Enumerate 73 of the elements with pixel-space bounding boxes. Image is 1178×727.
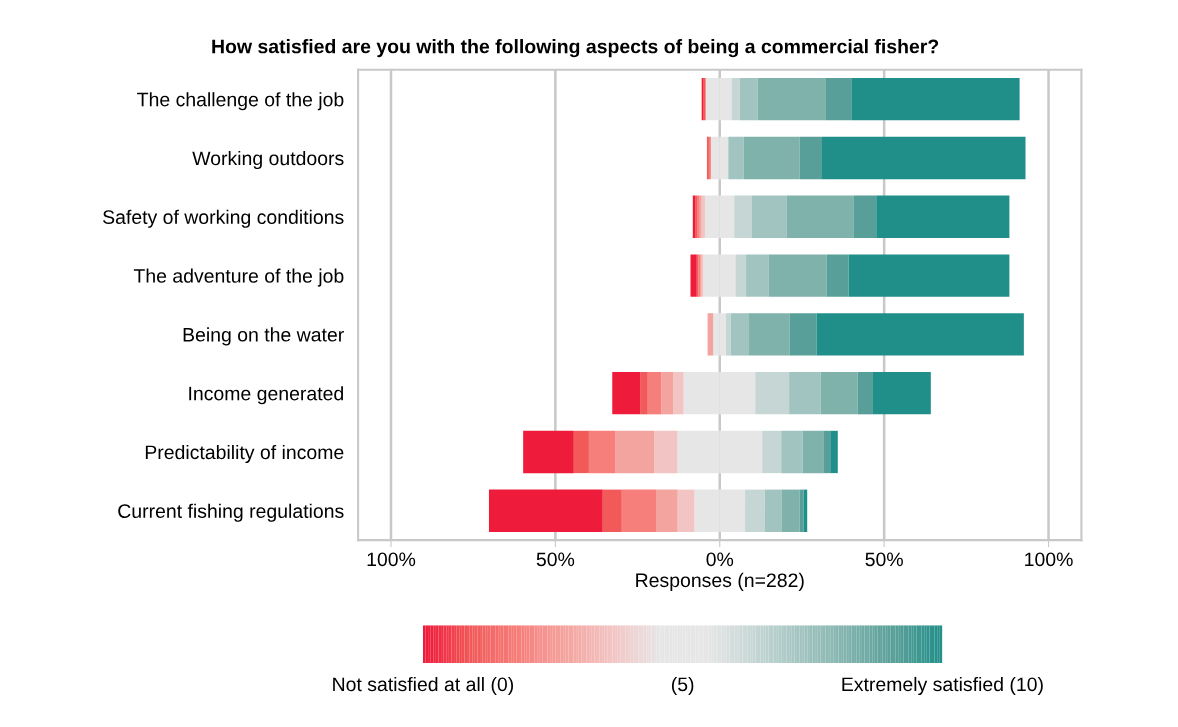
bar <box>661 372 674 415</box>
bar <box>677 489 695 532</box>
bar <box>820 372 858 415</box>
x-tick-label: 0% <box>706 552 734 567</box>
bar <box>746 254 769 297</box>
bar <box>654 430 678 474</box>
bar <box>621 489 657 532</box>
bar <box>781 430 803 474</box>
color-bar-label: Not satisfied at all (0) <box>333 676 514 696</box>
x-axis-title: Responses (n=282) <box>636 572 804 591</box>
bar <box>825 78 852 121</box>
bar <box>602 489 622 532</box>
chart-title: How satisfied are you with the following aspects of being a commercial fisher? <box>212 39 939 58</box>
bar <box>673 372 684 415</box>
bar <box>734 195 752 238</box>
bar <box>768 254 827 297</box>
color-bar-label: (5) <box>671 676 694 696</box>
bar <box>816 313 1024 356</box>
bar <box>757 78 826 121</box>
y-tick-label: The adventure of the job <box>133 268 344 287</box>
bar <box>872 372 931 415</box>
bar <box>876 195 1010 238</box>
bar <box>640 372 648 415</box>
bar <box>799 136 823 180</box>
x-tick-label: 100% <box>367 552 416 567</box>
bar <box>802 430 824 474</box>
bar <box>857 372 873 415</box>
y-tick-label: Income generated <box>189 386 343 405</box>
y-tick-label: Being on the water <box>183 327 344 346</box>
bar <box>764 489 782 532</box>
bar <box>853 195 877 238</box>
bar <box>789 313 817 356</box>
bar <box>751 195 787 238</box>
bar <box>488 489 603 532</box>
bar <box>826 254 849 297</box>
bar <box>743 136 800 180</box>
bar <box>612 372 641 415</box>
y-tick-label: Current fishing regulations <box>118 503 344 522</box>
x-tick-label: 100% <box>1025 552 1073 567</box>
bar <box>588 430 616 474</box>
bar <box>745 489 765 532</box>
bar <box>830 430 838 474</box>
bar <box>749 313 790 356</box>
bar <box>690 254 697 297</box>
bar <box>726 313 731 356</box>
bar <box>789 372 821 415</box>
bar <box>781 489 800 532</box>
bar <box>656 489 678 532</box>
bar <box>735 254 747 297</box>
bar <box>799 489 804 532</box>
x-tick-label: 50% <box>865 552 903 567</box>
bar <box>848 254 1010 297</box>
x-tick-label: 50% <box>536 552 575 567</box>
bar <box>739 78 758 121</box>
y-tick-label: Safety of working conditions <box>103 209 344 228</box>
bar <box>707 313 714 356</box>
bar <box>762 430 782 474</box>
bar <box>851 78 1020 121</box>
bar <box>647 372 662 415</box>
bar <box>615 430 655 474</box>
y-tick-label: Working outdoors <box>192 150 344 170</box>
bar <box>823 430 831 474</box>
bar <box>786 195 854 238</box>
color-bar-label: Extremely satisfied (10) <box>842 676 1043 696</box>
y-tick-label: Predictability of income <box>145 444 344 464</box>
y-tick-label: The challenge of the job <box>137 92 344 111</box>
bar <box>731 78 740 121</box>
bar <box>523 430 574 474</box>
bar <box>728 136 744 180</box>
bar <box>730 313 750 356</box>
bar <box>573 430 589 474</box>
bar <box>822 136 1026 180</box>
bar <box>755 372 790 415</box>
